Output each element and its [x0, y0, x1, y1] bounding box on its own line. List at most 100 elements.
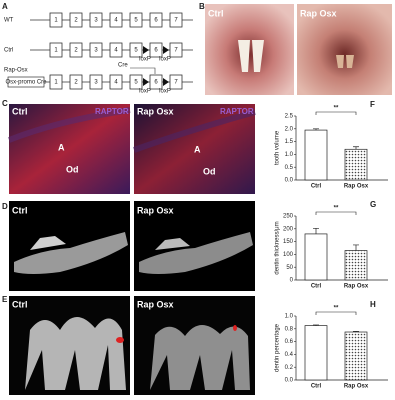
bar	[344, 148, 368, 181]
panel-letter: C	[2, 99, 8, 108]
exon-box	[49, 74, 63, 90]
loxp-triangle	[163, 78, 169, 86]
exon-box	[149, 74, 163, 90]
y-tick-label: 2.5	[285, 114, 294, 120]
x-tick-label: Rap Osx	[344, 184, 369, 190]
panel-letter: F	[370, 100, 375, 109]
y-tick-label: 0.4	[285, 352, 294, 358]
bar	[304, 233, 328, 281]
cre-label: Cre	[118, 63, 128, 69]
exon-box	[69, 12, 83, 28]
loxp-triangle	[143, 78, 149, 86]
micrograph	[9, 104, 130, 194]
exon-box	[69, 74, 83, 90]
error-bar	[313, 324, 319, 326]
row-label: WT	[4, 18, 14, 24]
loxp-label: loxP	[139, 57, 151, 63]
photo	[297, 4, 392, 95]
exon-box	[89, 74, 103, 90]
bar	[304, 325, 328, 381]
exon-label: 2	[74, 80, 78, 86]
row-label: Ctrl	[4, 48, 13, 54]
y-tick-label: 0.0	[285, 178, 294, 184]
region-label: A	[194, 144, 201, 154]
panel-letter: B	[199, 2, 205, 11]
y-tick-label: 0.5	[285, 165, 294, 171]
loxp-label: loxP	[159, 89, 171, 95]
bar	[344, 250, 368, 281]
exon-label: 3	[94, 48, 98, 54]
image-label: Ctrl	[12, 205, 28, 215]
significance-bracket	[315, 211, 357, 215]
y-tick-label: 250	[283, 214, 294, 220]
exon-label: 5	[134, 80, 138, 86]
y-tick-label: 1.0	[285, 152, 294, 158]
exon-label: 2	[74, 48, 78, 54]
exon-box	[89, 42, 103, 58]
photo	[205, 4, 294, 95]
y-tick-label: 0.6	[285, 339, 294, 345]
cre-arrow	[130, 67, 156, 74]
y-tick-label: 0.0	[285, 378, 294, 384]
y-tick-label: 1.0	[285, 314, 294, 320]
stain-label: RAPTOR	[95, 107, 129, 116]
y-axis-label: dentin percentage	[275, 323, 281, 372]
image-label: Rap Osx	[137, 205, 174, 215]
loxp-triangle	[163, 46, 169, 54]
exon-label: 4	[114, 18, 118, 24]
exon-label: 4	[114, 48, 118, 54]
x-tick-label: Ctrl	[311, 284, 322, 290]
exon-box	[169, 42, 183, 58]
y-tick-label: 150	[283, 239, 294, 245]
image-label: Rap Osx	[137, 299, 174, 309]
exon-label: 7	[174, 80, 178, 86]
exon-label: 5	[134, 18, 138, 24]
panel-letter: D	[2, 202, 8, 211]
region-label: A	[58, 142, 65, 152]
y-tick-label: 1.5	[285, 139, 294, 145]
exon-label: 5	[134, 48, 138, 54]
exon-label: 1	[54, 80, 58, 86]
exon-box	[89, 12, 103, 28]
panel-letter: G	[370, 200, 376, 209]
exon-label: 6	[154, 18, 158, 24]
error-bar	[353, 146, 359, 150]
highlight	[233, 325, 237, 331]
exon-box	[129, 12, 143, 28]
y-axis-label: dentin thickness/μm	[275, 221, 281, 274]
x-tick-label: Rap Osx	[344, 284, 369, 290]
x-tick-label: Ctrl	[311, 184, 322, 190]
exon-box	[129, 74, 143, 90]
loxp-label: loxP	[139, 89, 151, 95]
exon-box	[149, 42, 163, 58]
exon-box	[169, 12, 183, 28]
exon-label: 7	[174, 18, 178, 24]
y-tick-label: 50	[286, 265, 293, 271]
exon-box	[129, 42, 143, 58]
promoter-label: Osx-promo Cre	[5, 80, 47, 86]
exon-box	[169, 74, 183, 90]
image-label: Rap Osx	[137, 106, 174, 116]
significance-label: **	[334, 106, 339, 112]
exon-label: 1	[54, 48, 58, 54]
loxp-triangle	[143, 46, 149, 54]
region-label: Od	[66, 164, 79, 174]
y-tick-label: 2.0	[285, 126, 294, 132]
y-tick-label: 100	[283, 252, 294, 258]
significance-label: **	[334, 206, 339, 212]
exon-box	[49, 42, 63, 58]
error-bar	[353, 331, 359, 332]
exon-box	[109, 12, 123, 28]
exon-label: 1	[54, 18, 58, 24]
exon-box	[109, 74, 123, 90]
y-axis-label: tooth volume	[275, 130, 281, 165]
error-bar	[313, 128, 319, 131]
panel-letter: E	[2, 295, 8, 304]
exon-label: 7	[174, 48, 178, 54]
exon-box	[49, 12, 63, 28]
y-tick-label: 0.8	[285, 326, 294, 332]
significance-bracket	[315, 111, 357, 115]
y-tick-label: 0	[290, 278, 294, 284]
